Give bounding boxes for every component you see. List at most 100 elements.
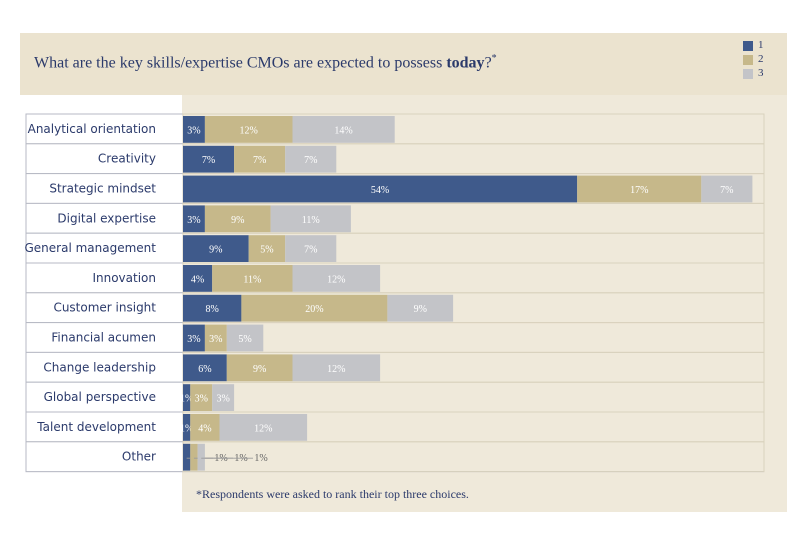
bar-series-3 [285, 235, 337, 262]
row-label-cell [25, 232, 184, 264]
bar-series-3 [701, 175, 753, 203]
bar-series-3 [226, 324, 264, 352]
bar-series-3 [292, 265, 381, 292]
data-label: 3% [187, 215, 200, 226]
data-label: 7% [720, 185, 733, 196]
bar-series-2 [212, 265, 293, 292]
data-label: 1% [214, 453, 227, 464]
legend-swatch-3 [743, 69, 753, 79]
bar-series-2 [190, 384, 213, 411]
chart-title-emphasis: today [446, 54, 485, 72]
bar-series-1 [183, 443, 191, 471]
title-band: What are the key skills/expertise CMOs a… [20, 33, 787, 95]
bar-series-1 [183, 324, 205, 352]
chart-title-text: What are the key skills/expertise CMOs a… [34, 54, 447, 72]
data-label: 7% [253, 155, 266, 166]
bar-series-1 [183, 235, 249, 262]
bar-series-3 [285, 145, 337, 173]
data-label: 3% [195, 394, 208, 405]
bar-series-1 [183, 175, 578, 203]
row-plot-cell [182, 381, 765, 413]
legend-swatch-2 [743, 55, 753, 65]
data-label: 7% [202, 155, 215, 166]
row-label-cell [25, 441, 184, 473]
bar-series-3 [219, 414, 308, 441]
bar-series-1 [183, 145, 235, 173]
bar-series-1 [183, 354, 227, 382]
bar-series-3 [197, 443, 205, 471]
data-label: 7% [304, 155, 317, 166]
data-label: 54% [371, 185, 389, 196]
data-label: 12% [327, 274, 345, 285]
data-label: 3% [187, 334, 200, 345]
chart-title-end: ? [484, 54, 492, 72]
category-label: Talent development [36, 420, 156, 434]
data-label: 9% [253, 364, 266, 375]
bar-series-1 [183, 384, 191, 411]
category-label: Financial acumen [51, 331, 156, 345]
bar-series-1 [183, 294, 242, 322]
data-label: 4% [191, 274, 204, 285]
row-label-cell [25, 322, 184, 353]
bar-series-3 [387, 294, 454, 322]
bar-series-2 [204, 205, 271, 233]
bar-series-2 [204, 116, 293, 143]
bar-series-2 [577, 175, 702, 203]
bar-series-1 [183, 116, 205, 143]
data-label: 5% [238, 334, 251, 345]
legend-label-2: 2 [758, 53, 764, 65]
bar-series-3 [292, 116, 395, 143]
legend-swatch-1 [743, 41, 753, 51]
data-label: 11% [243, 274, 261, 285]
data-label: 12% [240, 125, 258, 136]
data-label: 11% [302, 215, 320, 226]
category-label: Digital expertise [57, 211, 156, 225]
bar-series-2 [226, 354, 293, 382]
data-label: 12% [327, 364, 345, 375]
legend-label-1: 1 [758, 39, 764, 51]
data-label: 20% [305, 304, 323, 315]
bar-series-2 [204, 324, 227, 352]
category-label: Change leadership [43, 360, 156, 374]
bar-series-3 [212, 384, 235, 411]
row-label-cell [25, 411, 184, 443]
data-label: 9% [414, 304, 427, 315]
data-label: 6% [198, 364, 211, 375]
data-label: 14% [334, 125, 352, 136]
category-label: Customer insight [53, 301, 156, 315]
bar-series-3 [270, 205, 351, 233]
data-label: 9% [209, 245, 222, 256]
data-label: 1% [180, 423, 193, 434]
category-label: Analytical orientation [28, 122, 156, 136]
category-label: Strategic mindset [49, 182, 156, 196]
category-label: Creativity [98, 152, 156, 166]
row-plot-cell [182, 441, 765, 473]
category-label: Global perspective [44, 390, 156, 404]
bar-series-2 [190, 414, 220, 441]
data-label: 12% [254, 423, 272, 434]
data-label: 1% [254, 453, 267, 464]
bar-series-2 [248, 235, 286, 262]
data-label: 17% [630, 185, 648, 196]
bar-series-3 [292, 354, 381, 382]
bar-series-1 [183, 205, 205, 233]
data-label: 4% [198, 423, 211, 434]
legend-label-3: 3 [758, 67, 764, 79]
chart-title: What are the key skills/expertise CMOs a… [34, 53, 497, 72]
data-label: 5% [260, 245, 273, 256]
data-label: 1% [234, 453, 247, 464]
bar-series-1 [183, 414, 191, 441]
row-label-cell [25, 351, 184, 383]
row-plot-cell [182, 322, 765, 353]
chart-title-footnote-mark: * [491, 53, 497, 64]
bar-series-2 [241, 294, 388, 322]
data-label: 8% [206, 304, 219, 315]
data-label: 1% [180, 394, 193, 405]
data-label: 7% [304, 245, 317, 256]
category-label: Other [122, 450, 156, 464]
data-label: 9% [231, 215, 244, 226]
bar-series-1 [183, 265, 213, 292]
bar-series-2 [234, 145, 286, 173]
data-label: 3% [209, 334, 222, 345]
